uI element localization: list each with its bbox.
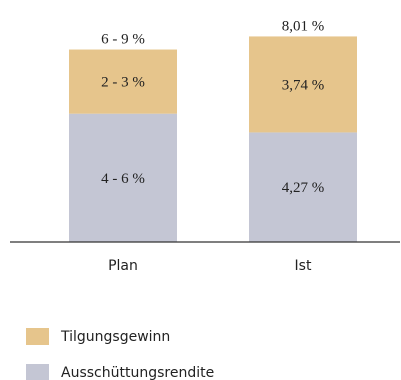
segment-value-label: 3,74 % (282, 77, 325, 93)
segment-value-label: 4,27 % (282, 180, 325, 196)
bar-segment-plan-ausschuettungsrendite (69, 113, 177, 243)
segment-labels-group: 4 - 6 % 2 - 3 % 4,27 % 3,74 % (101, 75, 324, 197)
category-label: Plan (108, 258, 138, 274)
bar-segment-plan-tilgungsgewinn (69, 49, 177, 114)
bar-segment-ist-ausschuettungsrendite (249, 132, 357, 242)
bars-group (69, 36, 357, 243)
legend-swatch (26, 328, 49, 345)
bar-segment-ist-tilgungsgewinn (249, 36, 357, 133)
legend-label: Tilgungsgewinn (60, 329, 170, 345)
total-value-label: 8,01 % (282, 18, 325, 34)
total-value-label: 6 - 9 % (101, 32, 145, 48)
segment-value-label: 4 - 6 % (101, 171, 145, 187)
total-labels-group: 6 - 9 % 8,01 % (101, 18, 324, 47)
legend-swatch (26, 364, 49, 380)
legend-label: Ausschüttungsrendite (61, 365, 214, 380)
segment-value-label: 2 - 3 % (101, 75, 145, 91)
category-labels-group: Plan Ist (108, 258, 312, 274)
legend: Tilgungsgewinn Ausschüttungsrendite (26, 328, 214, 380)
category-label: Ist (295, 258, 312, 274)
